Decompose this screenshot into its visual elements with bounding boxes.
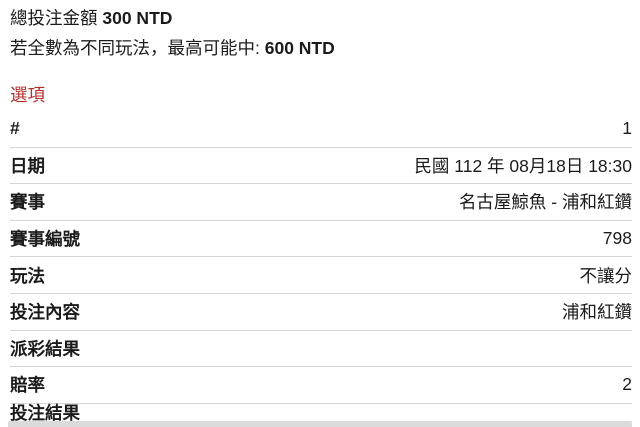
- bet-details-table: # 1 日期 民國 112 年 08月18日 18:30 賽事 名古屋鯨魚 - …: [10, 111, 632, 423]
- table-row: 賠率 2: [10, 367, 632, 404]
- table-row: # 1: [10, 111, 632, 148]
- row-value: 民國 112 年 08月18日 18:30: [414, 155, 632, 176]
- table-row: 玩法 不讓分: [10, 257, 632, 294]
- table-row: 賽事 名古屋鯨魚 - 浦和紅鑽: [10, 184, 632, 221]
- total-amount-label: 總投注金額: [10, 8, 103, 28]
- table-row: 派彩結果: [10, 331, 632, 368]
- table-row: 賽事編號 798: [10, 221, 632, 258]
- section-divider-bar: [8, 421, 632, 427]
- row-value: 1: [622, 118, 632, 139]
- max-win-line: 若全數為不同玩法，最高可能中: 600 NTD: [10, 35, 632, 61]
- total-amount-value: 300 NTD: [102, 8, 173, 28]
- table-row: 投注結果: [10, 403, 632, 423]
- bet-summary: 總投注金額 300 NTD 若全數為不同玩法，最高可能中: 600 NTD: [0, 0, 640, 61]
- table-row: 日期 民國 112 年 08月18日 18:30: [10, 148, 632, 185]
- row-label: #: [10, 118, 20, 139]
- options-section-title: 選項: [10, 85, 45, 105]
- total-amount-line: 總投注金額 300 NTD: [10, 5, 632, 31]
- row-value: 798: [602, 228, 632, 249]
- row-label: 玩法: [10, 265, 45, 286]
- row-label: 賽事: [10, 192, 45, 213]
- row-value: 2: [622, 374, 632, 395]
- row-label: 派彩結果: [10, 338, 80, 359]
- row-value: 浦和紅鑽: [562, 302, 632, 323]
- row-value: 不讓分: [579, 265, 633, 286]
- row-label: 日期: [10, 155, 45, 176]
- row-label: 投注結果: [10, 402, 80, 423]
- row-value: 名古屋鯨魚 - 浦和紅鑽: [458, 192, 632, 213]
- row-label: 賠率: [10, 375, 45, 396]
- max-win-text: 若全數為不同玩法，最高可能中:: [10, 38, 265, 58]
- max-win-value: 600 NTD: [264, 38, 335, 58]
- row-label: 賽事編號: [10, 229, 80, 250]
- row-label: 投注內容: [10, 302, 80, 323]
- table-row: 投注內容 浦和紅鑽: [10, 294, 632, 331]
